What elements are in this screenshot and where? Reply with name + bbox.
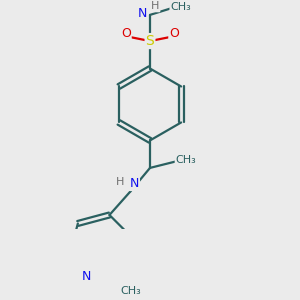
- Text: O: O: [121, 27, 131, 40]
- Text: CH₃: CH₃: [176, 155, 196, 165]
- Text: N: N: [137, 7, 147, 20]
- Text: CH₃: CH₃: [170, 2, 191, 12]
- Text: N: N: [130, 177, 139, 190]
- Text: H: H: [151, 2, 159, 11]
- Text: S: S: [146, 34, 154, 48]
- Text: H: H: [116, 177, 124, 187]
- Text: O: O: [169, 27, 179, 40]
- Text: N: N: [81, 270, 91, 283]
- Text: CH₃: CH₃: [121, 286, 142, 296]
